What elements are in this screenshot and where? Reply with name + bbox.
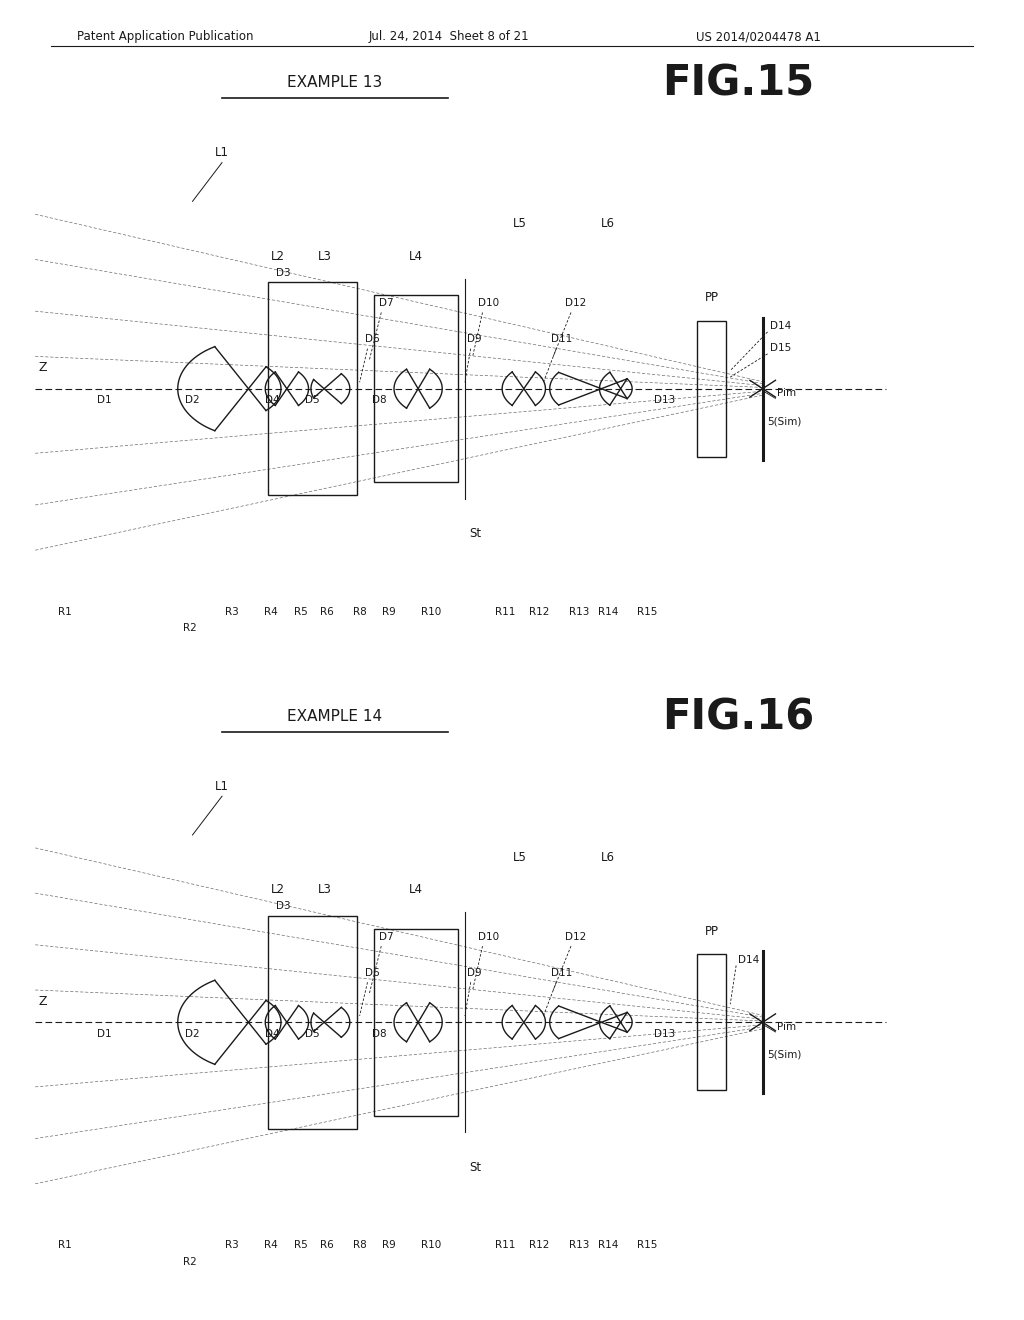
Text: R11: R11 (495, 1241, 515, 1250)
Text: D1: D1 (96, 1028, 112, 1039)
Text: R3: R3 (225, 607, 239, 616)
Text: D12: D12 (565, 298, 587, 308)
Bar (268, 916, 356, 1129)
Text: R9: R9 (382, 1241, 396, 1250)
Text: 5(Sim): 5(Sim) (768, 1049, 802, 1060)
Text: L5: L5 (513, 851, 526, 863)
Text: Z: Z (38, 995, 47, 1008)
Text: R14: R14 (598, 607, 618, 616)
Bar (268, 282, 356, 495)
Text: FIG.16: FIG.16 (662, 696, 814, 738)
Bar (696, 954, 726, 1090)
Text: R8: R8 (352, 1241, 367, 1250)
Text: Patent Application Publication: Patent Application Publication (77, 30, 253, 44)
Text: R15: R15 (638, 607, 657, 616)
Text: D9: D9 (467, 334, 482, 345)
Text: D11: D11 (551, 968, 571, 978)
Text: D5: D5 (305, 395, 319, 405)
Bar (375, 929, 458, 1115)
Text: D6: D6 (366, 968, 380, 978)
Text: D14: D14 (770, 321, 791, 331)
Text: R4: R4 (264, 1241, 279, 1250)
Text: D4: D4 (265, 395, 280, 405)
Text: D15: D15 (770, 343, 791, 354)
Text: D10: D10 (478, 298, 499, 308)
Text: D2: D2 (185, 395, 200, 405)
Text: L3: L3 (318, 249, 332, 263)
Text: R1: R1 (57, 1241, 72, 1250)
Bar (375, 296, 458, 482)
Text: R12: R12 (529, 1241, 550, 1250)
Text: R13: R13 (568, 607, 589, 616)
Text: PP: PP (705, 925, 719, 939)
Text: D11: D11 (551, 334, 571, 345)
Text: D5: D5 (305, 1028, 319, 1039)
Text: D8: D8 (372, 395, 387, 405)
Text: L6: L6 (601, 218, 615, 230)
Text: D4: D4 (265, 1028, 280, 1039)
Text: Z: Z (38, 362, 47, 375)
Text: Pim: Pim (777, 388, 797, 399)
Text: D3: D3 (276, 902, 291, 911)
Text: R5: R5 (294, 607, 307, 616)
Text: L6: L6 (601, 851, 615, 863)
Text: FIG.15: FIG.15 (663, 62, 814, 104)
Text: R4: R4 (264, 607, 279, 616)
Text: L2: L2 (271, 249, 285, 263)
Text: D13: D13 (653, 395, 675, 405)
Text: D7: D7 (379, 932, 393, 941)
Text: D9: D9 (467, 968, 482, 978)
Text: R10: R10 (421, 607, 441, 616)
Text: Pim: Pim (777, 1022, 797, 1032)
Text: R9: R9 (382, 607, 396, 616)
Text: R10: R10 (421, 1241, 441, 1250)
Text: L1: L1 (215, 147, 229, 160)
Text: D12: D12 (565, 932, 587, 941)
Text: D13: D13 (653, 1028, 675, 1039)
Text: R11: R11 (495, 607, 515, 616)
Text: St: St (470, 1160, 482, 1173)
Text: EXAMPLE 13: EXAMPLE 13 (288, 75, 383, 90)
Text: R13: R13 (568, 1241, 589, 1250)
Text: R6: R6 (321, 1241, 334, 1250)
Text: D2: D2 (185, 1028, 200, 1039)
Text: R15: R15 (638, 1241, 657, 1250)
Text: R14: R14 (598, 1241, 618, 1250)
Text: PP: PP (705, 292, 719, 305)
Text: Jul. 24, 2014  Sheet 8 of 21: Jul. 24, 2014 Sheet 8 of 21 (369, 30, 529, 44)
Text: R8: R8 (352, 607, 367, 616)
Text: R3: R3 (225, 1241, 239, 1250)
Text: D1: D1 (96, 395, 112, 405)
Text: L1: L1 (215, 780, 229, 793)
Text: L4: L4 (409, 249, 423, 263)
Text: EXAMPLE 14: EXAMPLE 14 (288, 709, 383, 723)
Text: R2: R2 (182, 1257, 197, 1266)
Text: L2: L2 (271, 883, 285, 896)
Text: D14: D14 (738, 954, 760, 965)
Bar (696, 321, 726, 457)
Text: R6: R6 (321, 607, 334, 616)
Text: L4: L4 (409, 883, 423, 896)
Text: US 2014/0204478 A1: US 2014/0204478 A1 (696, 30, 821, 44)
Text: D10: D10 (478, 932, 499, 941)
Text: D7: D7 (379, 298, 393, 308)
Text: D6: D6 (366, 334, 380, 345)
Text: R1: R1 (57, 607, 72, 616)
Text: L5: L5 (513, 218, 526, 230)
Text: L3: L3 (318, 883, 332, 896)
Text: St: St (470, 527, 482, 540)
Text: D3: D3 (276, 268, 291, 277)
Text: R12: R12 (529, 607, 550, 616)
Text: 5(Sim): 5(Sim) (768, 416, 802, 426)
Text: D8: D8 (372, 1028, 387, 1039)
Text: R2: R2 (182, 623, 197, 632)
Text: R5: R5 (294, 1241, 307, 1250)
